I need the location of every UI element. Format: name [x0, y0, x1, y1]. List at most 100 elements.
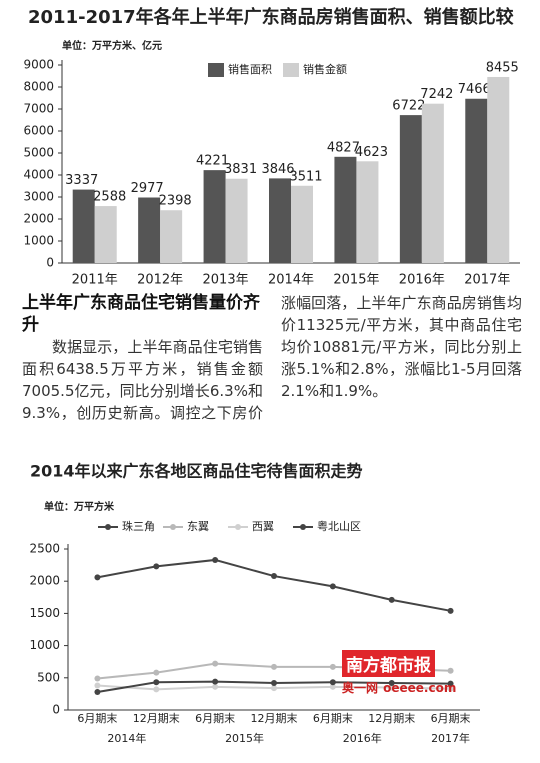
x-group-label: 2015年	[225, 731, 264, 745]
x-tick-label: 2011年	[72, 273, 118, 288]
point	[153, 669, 160, 676]
y-tick-label: 500	[37, 670, 60, 684]
legend-label: 粤北山区	[317, 519, 361, 533]
bar	[94, 206, 117, 263]
point	[212, 678, 219, 685]
point	[153, 679, 160, 686]
legend-swatch	[283, 63, 299, 77]
point	[447, 607, 454, 614]
y-tick-label: 1000	[29, 638, 60, 652]
point	[153, 686, 160, 693]
data-label: 4827	[327, 140, 360, 155]
point	[94, 682, 101, 689]
legend-label: 珠三角	[122, 519, 155, 533]
point	[271, 663, 277, 670]
data-label: 3846	[261, 162, 294, 177]
bar	[334, 156, 357, 263]
bar	[356, 161, 379, 263]
point	[212, 683, 219, 690]
y-tick-label: 5000	[23, 146, 54, 160]
x-tick-label: 2016年	[399, 273, 445, 288]
chart-title: 2014年以来广东各地区商品住宅待售面积走势	[30, 462, 363, 481]
y-tick-label: 6000	[23, 124, 54, 138]
line	[97, 558, 451, 612]
x-tick-label: 2014年	[268, 273, 314, 288]
point	[94, 675, 101, 682]
point	[388, 596, 395, 603]
data-label: 3337	[65, 173, 98, 188]
point	[447, 667, 454, 674]
y-tick-label: 9000	[23, 58, 54, 72]
bar	[291, 185, 313, 263]
article-body: 数据显示，上半年商品住宅销售面积6438.5万平方米，销售金额7005.5亿元，…	[22, 294, 522, 422]
legend-label: 东翼	[187, 520, 209, 533]
x-group-label: 2014年	[107, 731, 146, 745]
y-tick-label: 7000	[23, 102, 54, 116]
x-tick-label: 6月期末	[77, 711, 117, 725]
bar	[160, 210, 183, 263]
legend-marker	[170, 524, 176, 530]
x-tick-label: 12月期末	[368, 711, 415, 725]
legend-marker	[300, 524, 306, 530]
data-label: 7466	[458, 82, 491, 97]
watermark-url: oeeee.com	[383, 681, 457, 695]
y-tick-label: 4000	[23, 168, 54, 182]
point	[447, 685, 454, 692]
point	[212, 660, 219, 667]
x-tick-label: 12月期末	[133, 711, 180, 725]
point	[271, 573, 277, 580]
y-tick-label: 0	[46, 256, 54, 270]
y-tick-label: 3000	[23, 190, 54, 204]
point	[153, 563, 160, 570]
data-label: 4221	[196, 154, 229, 169]
x-tick-label: 2015年	[333, 273, 379, 288]
data-label: 3511	[289, 169, 322, 184]
data-label: 6722	[392, 99, 425, 114]
y-tick-label: 2500	[29, 542, 60, 556]
point	[329, 583, 336, 590]
bar	[72, 189, 95, 263]
x-group-label: 2017年	[431, 731, 470, 745]
legend-label: 西翼	[252, 520, 274, 533]
point	[94, 574, 101, 581]
x-tick-label: 2017年	[464, 273, 510, 288]
x-tick-label: 6月期末	[431, 711, 471, 725]
point	[212, 556, 219, 563]
unit-label: 单位：万平方米	[44, 500, 115, 513]
legend-label: 销售面积	[228, 62, 272, 76]
y-tick-label: 8000	[23, 80, 54, 94]
point	[329, 683, 336, 690]
point	[388, 684, 395, 691]
article: 上半年广东商品住宅销售量价齐升 数据显示，上半年商品住宅销售面积6438.5万平…	[22, 292, 522, 442]
y-tick-label: 2000	[23, 212, 54, 226]
bar	[421, 103, 444, 264]
data-label: 4623	[355, 145, 388, 160]
data-label: 2588	[93, 190, 126, 205]
x-tick-label: 2013年	[203, 273, 249, 288]
unit-label: 单位：万平方米、亿元	[62, 39, 162, 52]
bar	[138, 197, 161, 263]
x-tick-label: 12月期末	[251, 711, 298, 725]
article-heading: 上半年广东商品住宅销售量价齐升	[22, 293, 260, 335]
y-tick-label: 1500	[29, 606, 60, 620]
point	[388, 679, 395, 686]
point	[329, 663, 336, 670]
point	[271, 679, 277, 686]
data-label: 8455	[486, 60, 519, 75]
point	[329, 679, 336, 686]
x-tick-label: 6月期末	[195, 711, 235, 725]
bar	[269, 178, 291, 263]
legend-label: 销售金额	[303, 62, 347, 76]
bar	[399, 115, 422, 263]
data-label: 2977	[131, 181, 164, 196]
bar	[225, 178, 248, 263]
data-label: 3831	[224, 162, 257, 177]
bar	[203, 170, 226, 263]
bar	[465, 98, 488, 263]
watermark: 南方都市报 奥一网 oeeee.com	[342, 650, 482, 696]
point	[94, 688, 101, 695]
data-label: 7242	[420, 87, 453, 102]
x-tick-label: 6月期末	[313, 711, 353, 725]
